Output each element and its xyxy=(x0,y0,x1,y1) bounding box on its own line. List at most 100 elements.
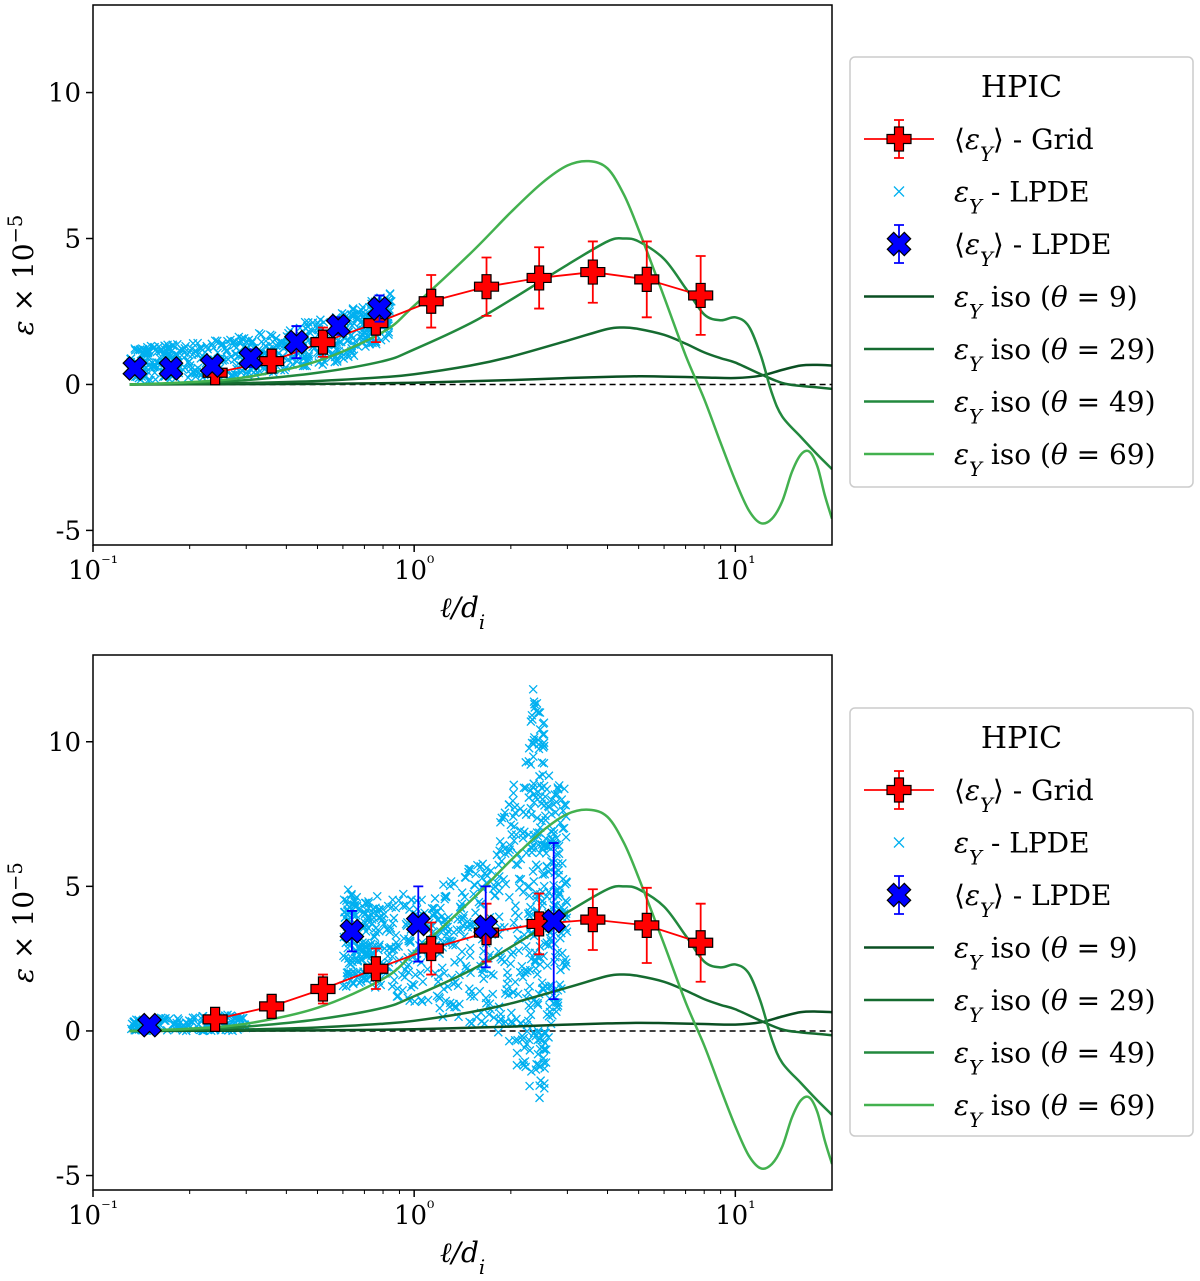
lpde-scatter-point xyxy=(541,848,551,858)
lpde-scatter-point xyxy=(533,1035,543,1045)
lpde-scatter-point xyxy=(539,881,549,891)
lpde-scatter-point xyxy=(439,968,449,978)
lpde-scatter-point xyxy=(559,823,569,833)
lpde-scatter-point xyxy=(521,942,531,951)
lpde-scatter-point xyxy=(412,955,422,965)
lpde-scatter-point xyxy=(437,963,447,973)
lpde-scatter-point xyxy=(506,959,516,969)
grid-series xyxy=(202,886,714,1032)
plot-area xyxy=(122,159,832,525)
lpde-scatter-point xyxy=(555,980,565,990)
grid-line xyxy=(214,918,701,1021)
lpde-scatter-point xyxy=(238,1013,248,1023)
lpde-mean-series xyxy=(137,842,567,1038)
lpde-scatter-point xyxy=(436,912,446,922)
lpde-scatter-point xyxy=(532,813,542,823)
lpde-scatter-point xyxy=(514,946,524,956)
lpde-scatter-point xyxy=(234,338,244,348)
lpde-scatter-point xyxy=(456,925,465,935)
lpde-scatter-point xyxy=(389,975,399,985)
legend-entry: εY iso (θ = 29) xyxy=(864,984,1156,1027)
lpde-scatter-point xyxy=(391,903,401,913)
lpde-scatter-point xyxy=(539,758,549,768)
grid-point xyxy=(688,930,714,956)
x-axis-label: ℓ/di xyxy=(440,591,485,634)
lpde-scatter-point xyxy=(529,735,539,745)
grid-series xyxy=(202,240,714,386)
lpde-scatter-point xyxy=(352,892,362,902)
lpde-mean-point xyxy=(473,914,499,940)
lpde-scatter-point xyxy=(347,889,356,899)
lpde-scatter-point xyxy=(465,951,475,961)
lpde-scatter-point xyxy=(351,910,361,920)
lpde-mean-point xyxy=(199,352,225,378)
legend-title: HPIC xyxy=(981,721,1062,756)
lpde-scatter-point xyxy=(524,891,534,901)
lpde-scatter-point xyxy=(557,948,567,958)
lpde-scatter-point xyxy=(544,1032,554,1042)
lpde-scatter-point xyxy=(443,982,453,992)
lpde-scatter-point xyxy=(535,780,545,790)
lpde-mean-point xyxy=(541,908,567,934)
lpde-scatter-point xyxy=(515,967,525,977)
lpde-scatter-point xyxy=(165,1014,175,1024)
legend-entry: εY iso (θ = 49) xyxy=(864,386,1156,428)
lpde-scatter-point xyxy=(162,343,172,353)
lpde-scatter-point xyxy=(479,974,489,984)
lpde-scatter-point xyxy=(435,903,445,913)
lpde-scatter-point xyxy=(529,877,539,886)
lpde-scatter-point xyxy=(472,1012,481,1022)
lpde-scatter-point xyxy=(361,908,371,918)
x-tick-label: 10⁻¹ xyxy=(68,1198,118,1232)
lpde-scatter-point xyxy=(533,1049,543,1059)
lpde-scatter-point xyxy=(435,926,445,936)
lpde-scatter-point xyxy=(207,339,217,349)
lpde-scatter-point xyxy=(525,1045,535,1055)
lpde-scatter-point xyxy=(535,1081,545,1091)
lpde-scatter-point xyxy=(493,1027,503,1037)
x-tick-label: 10¹ xyxy=(715,553,755,587)
lpde-scatter-point xyxy=(542,891,552,901)
lpde-scatter-point xyxy=(441,996,451,1006)
grid-point xyxy=(259,348,285,374)
grid-point xyxy=(526,265,552,291)
legend-label: ⟨εY⟩ - Grid xyxy=(954,774,1094,817)
lpde-scatter-point xyxy=(508,796,518,806)
grid-point xyxy=(688,282,714,309)
lpde-scatter-point xyxy=(510,1035,520,1045)
legend-label: εY iso (θ = 9) xyxy=(954,281,1138,324)
lpde-scatter-point xyxy=(544,981,554,991)
lpde-scatter-point xyxy=(529,733,539,742)
lpde-mean-point xyxy=(122,355,148,381)
lpde-scatter-point xyxy=(361,948,370,958)
grid-point xyxy=(418,288,444,314)
lpde-scatter-point xyxy=(398,901,408,911)
lpde-scatter-point xyxy=(535,725,545,734)
lpde-scatter-point xyxy=(550,993,560,1003)
lpde-scatter-point xyxy=(472,860,482,870)
lpde-scatter-point xyxy=(518,807,528,817)
lpde-scatter-point xyxy=(408,979,417,989)
lpde-scatter-point xyxy=(343,905,353,915)
legend-entry: εY - LPDE xyxy=(893,827,1090,869)
lpde-scatter-point xyxy=(339,895,349,905)
legend-label: εY iso (θ = 9) xyxy=(954,932,1138,975)
lpde-scatter-point xyxy=(497,856,507,866)
grid-point xyxy=(580,259,606,285)
y-tick-label: 0 xyxy=(64,1017,81,1047)
lpde-scatter-point xyxy=(357,955,367,965)
lpde-scatter-point xyxy=(501,879,511,889)
lpde-scatter-point xyxy=(557,858,567,868)
lpde-scatter-point xyxy=(537,758,547,768)
legend-entry: εY iso (θ = 9) xyxy=(864,932,1138,975)
lpde-scatter-point xyxy=(440,892,450,902)
y-tick-label: 0 xyxy=(64,370,81,400)
lpde-scatter-point xyxy=(513,989,523,999)
lpde-scatter-point xyxy=(530,948,540,958)
lpde-scatter-point xyxy=(550,790,560,800)
lpde-scatter-point xyxy=(430,894,440,903)
lpde-scatter-point xyxy=(380,943,390,953)
lpde-scatter-point xyxy=(541,1028,551,1038)
lpde-scatter-point xyxy=(559,784,569,794)
lpde-scatter-point xyxy=(535,1093,544,1103)
